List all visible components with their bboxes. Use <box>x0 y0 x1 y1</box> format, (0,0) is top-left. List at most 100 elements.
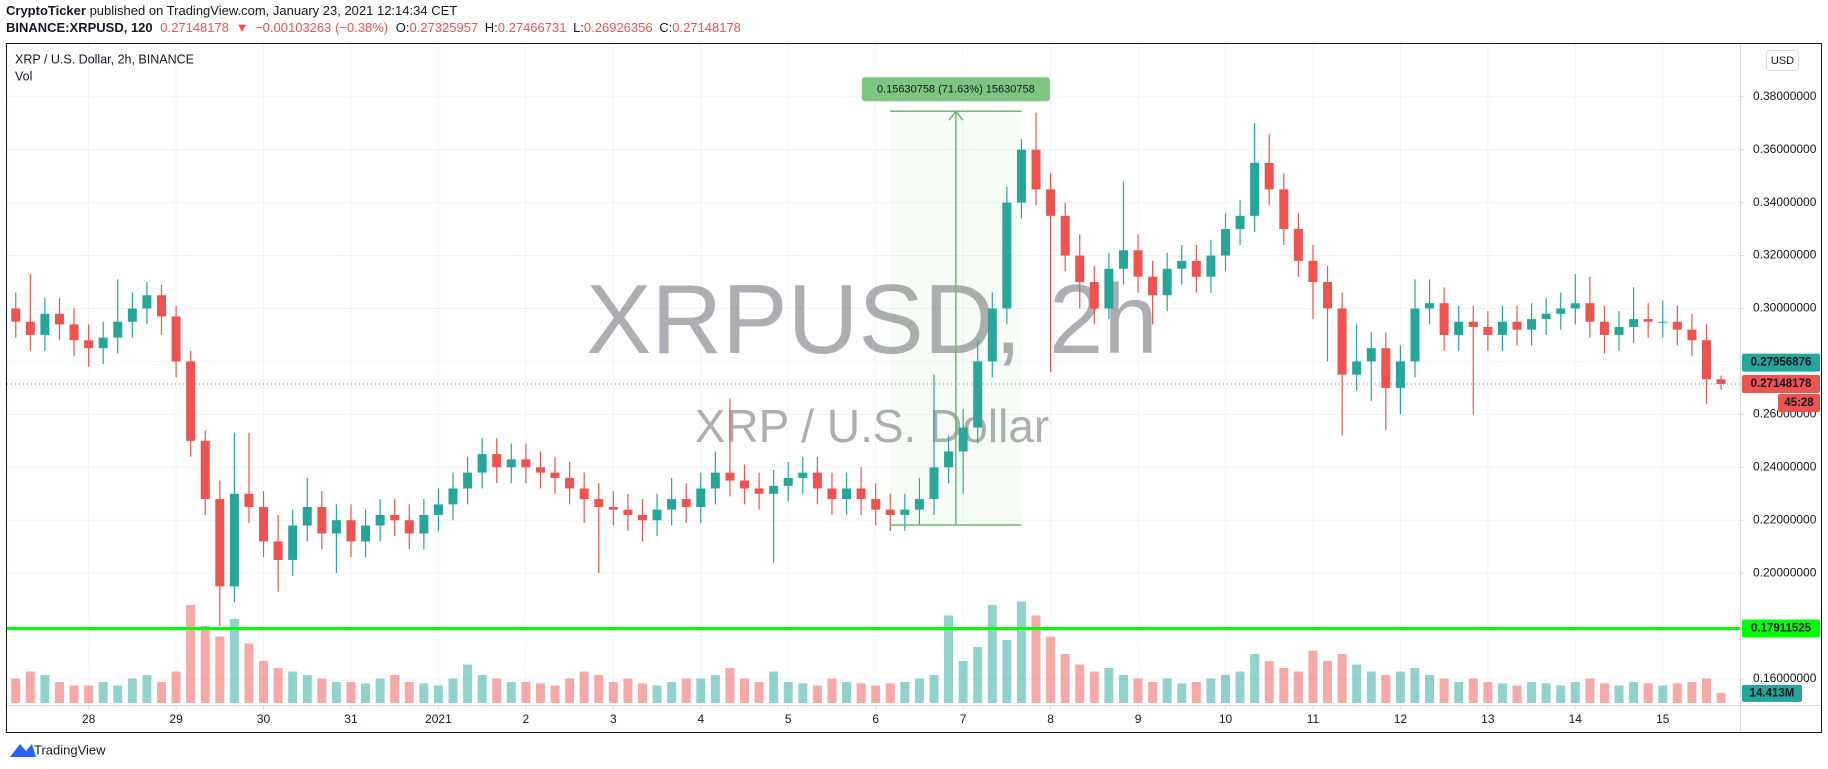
x-tick-label: 2021 <box>425 712 452 726</box>
candle-body <box>856 488 866 500</box>
candle-body <box>1133 250 1143 277</box>
candle-body <box>1629 319 1639 328</box>
candle-body <box>259 507 269 542</box>
candle-body <box>390 514 400 521</box>
candle-body <box>1614 327 1624 335</box>
volume-bar <box>302 675 312 703</box>
candle-body <box>885 509 895 515</box>
candle-body <box>842 488 852 500</box>
x-tick-label: 2 <box>523 712 530 726</box>
candle-body <box>769 485 779 494</box>
candle-body <box>1002 202 1012 309</box>
candle-body <box>710 472 720 489</box>
candle-body <box>331 520 341 534</box>
volume-bar <box>944 615 954 703</box>
y-tick-label: 0.34000000 <box>1753 195 1817 209</box>
volume-bar <box>1468 678 1478 703</box>
volume-bar <box>871 685 881 703</box>
candle-body <box>1337 308 1347 375</box>
candle-body <box>1220 229 1230 256</box>
candle-body <box>84 340 94 349</box>
candle-body <box>1497 321 1507 335</box>
volume-bar <box>550 685 560 703</box>
y-tick-label: 0.16000000 <box>1753 671 1817 685</box>
volume-bar <box>156 682 166 703</box>
volume-bar <box>1454 682 1464 703</box>
volume-bar <box>171 671 181 703</box>
price-label: 0.27956876 <box>1751 357 1812 369</box>
x-tick-label: 3 <box>610 712 617 726</box>
candle-body <box>11 308 21 322</box>
candle-body <box>812 472 822 489</box>
volume-bar <box>244 643 254 703</box>
volume-bar <box>1512 685 1522 703</box>
ohlc-label: C: <box>659 20 672 35</box>
chart-title: XRP / U.S. Dollar, 2h, BINANCE <box>15 52 194 66</box>
x-tick-label: 11 <box>1307 712 1320 726</box>
candle-body <box>1570 303 1580 309</box>
volume-bar <box>1599 683 1609 703</box>
candle-body <box>1541 313 1551 320</box>
volume-bar <box>317 678 327 703</box>
candle-body <box>958 427 968 452</box>
candle-body <box>1060 215 1070 256</box>
volume-bar <box>1425 675 1435 703</box>
volume-bar <box>1497 683 1507 703</box>
currency-button[interactable] <box>1766 50 1799 71</box>
y-tick-label: 0.24000000 <box>1753 459 1817 473</box>
volume-bar <box>1250 654 1260 703</box>
volume-bar <box>259 661 269 703</box>
currency[interactable]: USD <box>1771 55 1794 67</box>
volume-bar <box>1439 678 1449 703</box>
volume-bar <box>1279 668 1289 703</box>
candle-body <box>448 488 458 505</box>
volume-bar <box>565 678 575 703</box>
volume-bar <box>186 605 196 703</box>
volume-bar <box>1002 640 1012 703</box>
price-label-box <box>1742 353 1820 372</box>
ohlc-label: L: <box>573 20 584 35</box>
x-tick-label: 9 <box>1135 712 1142 726</box>
volume-bar <box>710 675 720 703</box>
candle-body <box>288 525 298 560</box>
volume-bar <box>1381 675 1391 703</box>
candle-body <box>317 507 327 534</box>
measure-label: 0.15630758 (71.63%) 15630758 <box>877 84 1035 96</box>
candle-body <box>754 488 764 494</box>
measure-arrow <box>948 110 964 121</box>
y-tick-label: 0.20000000 <box>1753 565 1817 579</box>
candle-body <box>973 361 983 428</box>
volume-bar <box>637 683 647 703</box>
volume-bar <box>856 683 866 703</box>
volume-bar <box>1162 678 1172 703</box>
grid <box>7 44 1740 705</box>
candle-body <box>594 499 604 508</box>
watermark-subtitle: XRP / U.S. Dollar <box>695 400 1049 452</box>
volume-bar <box>11 678 21 703</box>
price-label-box <box>1742 374 1820 393</box>
volume-bar <box>827 678 837 703</box>
candle-body <box>1089 282 1099 309</box>
candle-body <box>1672 321 1682 330</box>
candle-body <box>798 472 808 478</box>
candle-body <box>463 472 473 489</box>
volume-bar <box>1075 664 1085 703</box>
volume-bar <box>594 675 604 703</box>
candle-body <box>987 308 997 362</box>
x-tick-label: 29 <box>169 712 183 726</box>
candle-body <box>171 316 181 362</box>
volume-bar <box>69 685 79 703</box>
author: CryptoTicker <box>6 3 86 18</box>
volume-bar <box>1570 682 1580 703</box>
volume-bar <box>229 619 239 703</box>
candle-body <box>477 454 487 473</box>
volume-bar <box>1148 682 1158 703</box>
y-tick-label: 0.36000000 <box>1753 142 1817 156</box>
candle-body <box>1162 268 1172 296</box>
x-tick-label: 15 <box>1656 712 1670 726</box>
volume-bar <box>477 675 487 703</box>
volume-bar <box>987 605 997 703</box>
volume-bar <box>492 678 502 703</box>
volume-bar <box>842 682 852 703</box>
